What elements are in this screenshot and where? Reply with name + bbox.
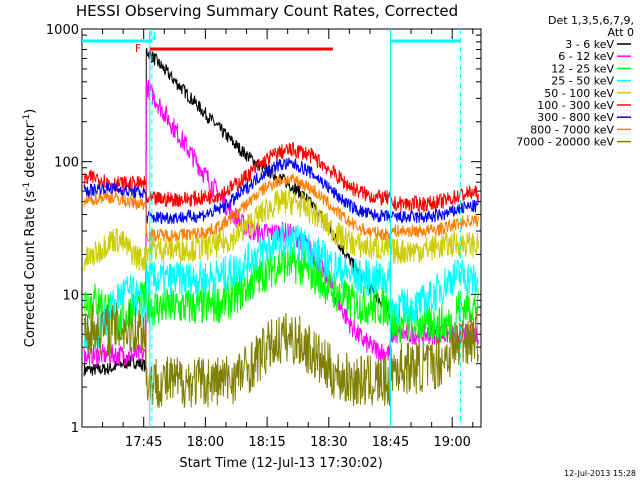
legend-header-2: Att 0 (608, 26, 634, 39)
legend-label-5: 50 - 100 keV (544, 87, 614, 100)
night-label: N (148, 30, 156, 43)
x-tick-label: 18:00 (187, 435, 224, 450)
axes: 1 10 100 1000 17:45 18:00 18:15 18:30 18:45 19:00 (46, 23, 481, 450)
legend-label-7: 300 - 800 keV (537, 111, 614, 124)
flare-label: F (135, 42, 141, 55)
legend-label-8: 800 - 7000 keV (530, 123, 614, 136)
x-tick-label: 17:45 (125, 435, 162, 450)
y-tick-label: 10 (62, 288, 79, 303)
x-tick-label: 18:15 (248, 435, 285, 450)
legend-label-9: 7000 - 20000 keV (516, 136, 614, 149)
x-tick-label: 19:00 (433, 435, 470, 450)
legend-header-1: Det 1,3,5,6,7,9, (548, 14, 634, 27)
x-axis-label: Start Time (12-Jul-13 17:30:02) (179, 456, 382, 471)
legend-label-1: 3 - 6 keV (565, 38, 614, 51)
timestamp: 12-Jul-2013 15:28 (564, 469, 636, 478)
y-axis-label: Corrected Count Rate (s-1 detector-1) (22, 109, 38, 347)
y-tick-label: 100 (54, 156, 79, 171)
legend-label-6: 100 - 300 keV (537, 99, 614, 112)
chart-title: HESSI Observing Summary Count Rates, Cor… (76, 2, 458, 20)
plot-frame (81, 28, 482, 428)
legend-label-2: 6 - 12 keV (558, 50, 614, 63)
y-tick-label: 1000 (46, 23, 79, 38)
legend-label-4: 25 - 50 keV (551, 75, 614, 88)
series-line-1 (83, 48, 391, 377)
x-tick-label: 18:30 (310, 435, 347, 450)
legend-label-3: 12 - 25 keV (551, 62, 614, 75)
x-tick-label: 18:45 (372, 435, 409, 450)
plot-area: NF (82, 29, 479, 427)
y-tick-label: 1 (71, 421, 79, 436)
